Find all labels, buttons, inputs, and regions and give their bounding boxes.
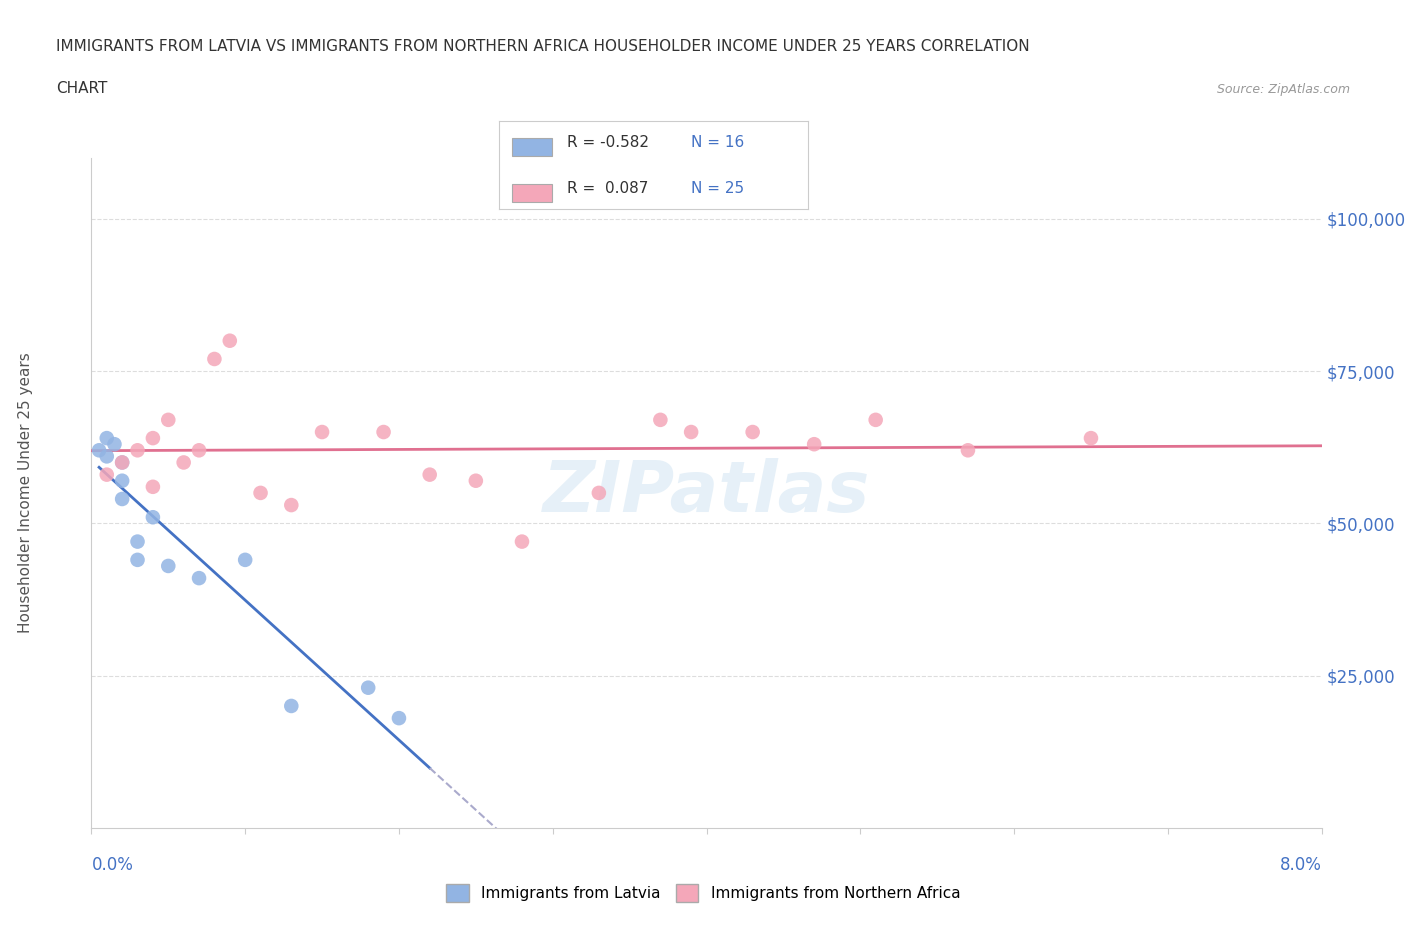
Text: 8.0%: 8.0% xyxy=(1279,856,1322,873)
Text: 0.0%: 0.0% xyxy=(91,856,134,873)
Point xyxy=(157,412,180,427)
Point xyxy=(1080,431,1102,445)
Point xyxy=(111,455,134,470)
Point xyxy=(357,680,380,695)
Point xyxy=(280,498,302,512)
Point xyxy=(111,455,134,470)
Text: R = -0.582: R = -0.582 xyxy=(567,136,650,151)
Point xyxy=(157,559,180,574)
Point xyxy=(249,485,271,500)
Point xyxy=(127,552,149,567)
Point xyxy=(202,352,225,366)
Point xyxy=(218,333,240,348)
Point xyxy=(588,485,610,500)
Text: N = 25: N = 25 xyxy=(690,181,744,196)
Point xyxy=(142,431,165,445)
Point xyxy=(103,437,125,452)
Text: Source: ZipAtlas.com: Source: ZipAtlas.com xyxy=(1216,83,1350,96)
Text: CHART: CHART xyxy=(56,81,108,96)
Point xyxy=(373,425,395,440)
Point xyxy=(803,437,825,452)
Point xyxy=(87,443,110,458)
Point xyxy=(188,571,211,586)
Point xyxy=(956,443,979,458)
Point xyxy=(96,467,118,482)
Text: Householder Income Under 25 years: Householder Income Under 25 years xyxy=(18,352,32,633)
Point xyxy=(142,510,165,525)
Point xyxy=(142,479,165,494)
Point xyxy=(111,492,134,507)
Legend: Immigrants from Latvia, Immigrants from Northern Africa: Immigrants from Latvia, Immigrants from … xyxy=(440,878,966,909)
Point xyxy=(650,412,672,427)
Bar xyxy=(512,138,551,156)
Text: IMMIGRANTS FROM LATVIA VS IMMIGRANTS FROM NORTHERN AFRICA HOUSEHOLDER INCOME UND: IMMIGRANTS FROM LATVIA VS IMMIGRANTS FRO… xyxy=(56,39,1029,54)
Point xyxy=(510,534,533,549)
Point xyxy=(173,455,195,470)
Text: R =  0.087: R = 0.087 xyxy=(567,181,648,196)
Point xyxy=(96,449,118,464)
Point xyxy=(419,467,441,482)
Point xyxy=(464,473,486,488)
Point xyxy=(111,473,134,488)
Point xyxy=(741,425,763,440)
Point xyxy=(865,412,887,427)
Bar xyxy=(512,184,551,202)
Point xyxy=(388,711,411,725)
Point xyxy=(233,552,256,567)
Point xyxy=(681,425,703,440)
Point xyxy=(96,431,118,445)
Point xyxy=(127,443,149,458)
Text: N = 16: N = 16 xyxy=(690,136,744,151)
Point xyxy=(280,698,302,713)
Text: ZIPatlas: ZIPatlas xyxy=(543,458,870,527)
Point xyxy=(127,534,149,549)
Point xyxy=(311,425,333,440)
Point xyxy=(188,443,211,458)
